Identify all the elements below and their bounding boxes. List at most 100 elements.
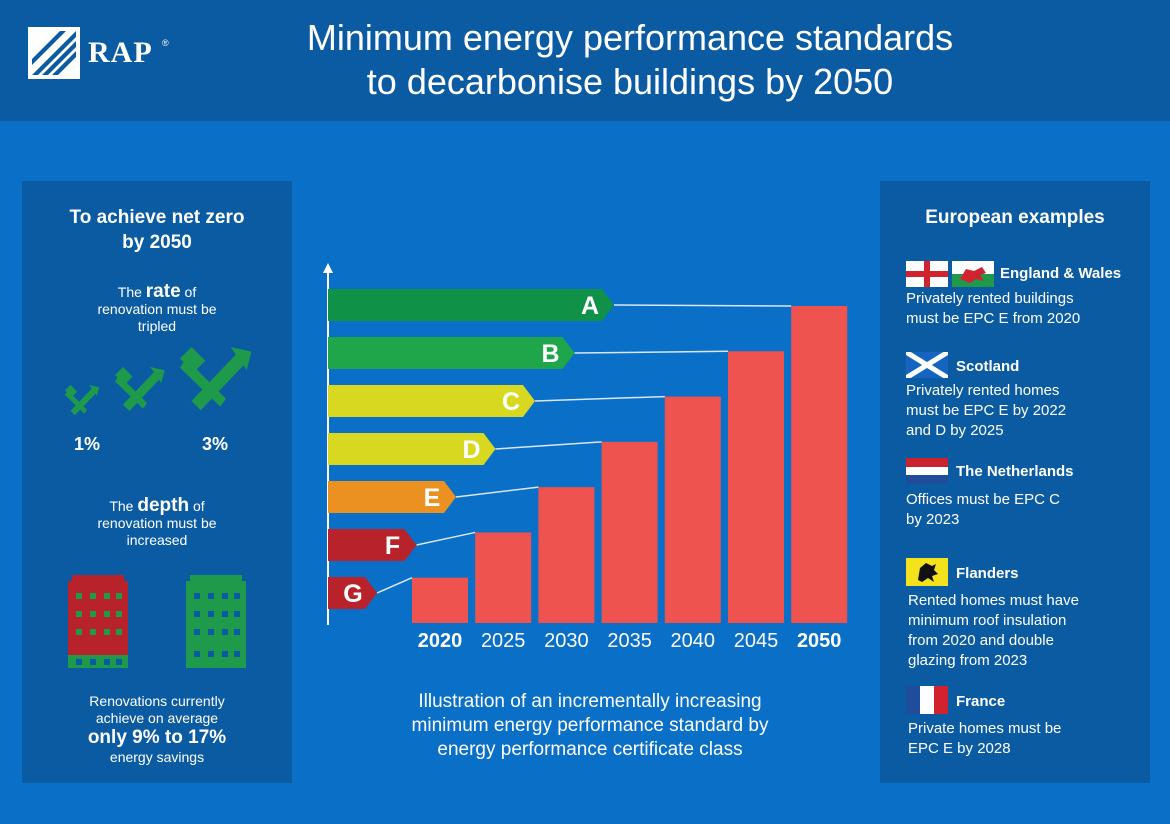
example-desc-france: Private homes must be EPC E by 2028 — [908, 719, 1061, 759]
chart-caption: Illustration of an incrementally increas… — [370, 690, 810, 762]
bar-2040 — [664, 396, 721, 623]
reno-line-3: only 9% to 17% — [87, 727, 227, 748]
hammer-saw-icon-large — [180, 347, 252, 411]
building-after-icon — [186, 575, 246, 668]
example-desc-line: Privately rented buildings — [906, 290, 1074, 307]
hammer-saw-icon-medium — [115, 367, 165, 411]
connector-line-D — [495, 441, 602, 450]
connector-line-A — [613, 304, 792, 307]
epc-band-label-E: E — [424, 484, 441, 512]
rap-logo-icon — [28, 27, 80, 79]
bar-2050 — [791, 306, 848, 623]
x-tick-label-2035: 2035 — [607, 630, 652, 652]
rate-percent-high: 3% — [202, 434, 229, 454]
bar-2035 — [601, 441, 658, 623]
example-desc-line: by 2023 — [906, 511, 960, 528]
bar-2025 — [475, 532, 532, 623]
x-tick-label-2020: 2020 — [418, 630, 463, 652]
axis-arrow-icon — [323, 263, 333, 273]
example-desc-line: Offices must be EPC C — [906, 491, 1060, 508]
european-examples-title: European examples — [925, 207, 1105, 228]
hammer-saw-icons — [65, 347, 252, 416]
rate-text: The rate of renovation must be tripled — [52, 281, 262, 335]
net-zero-title-line-2: by 2050 — [122, 232, 192, 253]
example-name-france: France — [956, 693, 1006, 710]
rate-line-1: The rate of — [52, 281, 262, 302]
example-name-england-wales: England & Wales — [1000, 265, 1122, 282]
example-name-flanders: Flanders — [956, 565, 1019, 582]
rate-percent-low: 1% — [74, 434, 101, 454]
bar-2045 — [728, 351, 784, 623]
epc-band-label-C: C — [502, 388, 520, 416]
depth-post: of — [189, 498, 205, 514]
example-desc-line: Private homes must be — [908, 720, 1062, 737]
example-desc-line: minimum roof insulation — [908, 612, 1067, 629]
rate-word: rate — [145, 281, 181, 302]
epc-band-label-G: G — [343, 580, 362, 608]
connector-line-C — [534, 395, 665, 402]
connector-line-G — [376, 577, 413, 594]
caption-line-1: Illustration of an incrementally increas… — [418, 691, 762, 712]
example-desc-line: must be EPC E from 2020 — [906, 310, 1081, 327]
epc-band-label-A: A — [581, 292, 599, 320]
example-desc-scotland: Privately rented homes must be EPC E by … — [906, 381, 1066, 441]
title-line-2: to decarbonise buildings by 2050 — [366, 61, 894, 102]
depth-text: The depth of renovation must be increase… — [52, 495, 262, 549]
epc-band-label-D: D — [462, 436, 480, 464]
rate-line-2: renovation must be — [97, 301, 217, 317]
renovation-savings-text: Renovations currently achieve on average… — [42, 693, 272, 766]
depth-line-1: The depth of — [52, 495, 262, 516]
example-desc-line: Rented homes must have — [908, 592, 1079, 609]
hammer-saw-icon-small — [65, 385, 100, 416]
example-desc-line: Privately rented homes — [906, 382, 1060, 399]
buildings-illustration — [68, 575, 246, 668]
x-tick-label-2040: 2040 — [671, 630, 716, 652]
example-name-scotland: Scotland — [956, 358, 1020, 375]
example-desc-line: from 2020 and double — [908, 632, 1054, 649]
example-desc-flanders: Rented homes must have minimum roof insu… — [908, 591, 1079, 671]
net-zero-title: To achieve net zero by 2050 — [22, 205, 292, 255]
connector-line-F — [416, 531, 476, 546]
caption-line-3: energy performance certificate class — [437, 739, 743, 760]
epc-band-F — [328, 529, 417, 561]
rate-pre: The — [117, 284, 146, 300]
rate-post: of — [180, 284, 197, 300]
example-desc-line: must be EPC E by 2022 — [906, 402, 1067, 419]
scotland-flag-icon — [906, 352, 948, 378]
flanders-flag-icon — [906, 558, 948, 586]
connector-line-E — [455, 486, 539, 498]
header-banner: RAP ® Minimum energy performance standar… — [0, 0, 1170, 121]
epc-band-D — [328, 433, 496, 465]
logo-text: RAP — [88, 36, 153, 69]
reno-line-1: Renovations currently — [89, 693, 225, 709]
epc-band-A — [328, 289, 614, 321]
epc-band-label-B: B — [541, 340, 559, 368]
example-desc-line: glazing from 2023 — [908, 652, 1028, 669]
epc-band-G — [328, 577, 377, 609]
reno-line-4: energy savings — [109, 749, 205, 765]
x-tick-label-2050: 2050 — [797, 630, 842, 652]
page-title: Minimum energy performance standards to … — [230, 16, 1030, 104]
example-desc-england-wales: Privately rented buildings must be EPC E… — [906, 289, 1080, 329]
depth-pre: The — [109, 498, 138, 514]
european-examples-panel: European examples England & Wales Privat… — [880, 181, 1150, 783]
title-line-1: Minimum energy performance standards — [306, 17, 954, 58]
caption-line-2: minimum energy performance standard by — [411, 715, 769, 736]
depth-line-3: increased — [126, 532, 188, 548]
net-zero-title-line-1: To achieve net zero — [69, 207, 245, 228]
bar-2020 — [412, 577, 468, 623]
example-desc-line: EPC E by 2028 — [908, 740, 1011, 757]
rate-line-3: tripled — [137, 318, 177, 334]
logo-registered-mark: ® — [162, 38, 169, 48]
epc-band-label-F: F — [385, 532, 400, 560]
x-tick-label-2025: 2025 — [481, 630, 526, 652]
example-desc-line: and D by 2025 — [906, 422, 1004, 439]
depth-word: depth — [137, 495, 190, 516]
example-desc-netherlands: Offices must be EPC C by 2023 — [906, 490, 1060, 530]
epc-band-C — [328, 385, 535, 417]
france-flag-icon — [906, 686, 948, 714]
x-tick-label-2045: 2045 — [734, 630, 779, 652]
connector-line-B — [574, 350, 729, 354]
wales-flag-icon — [952, 261, 994, 287]
